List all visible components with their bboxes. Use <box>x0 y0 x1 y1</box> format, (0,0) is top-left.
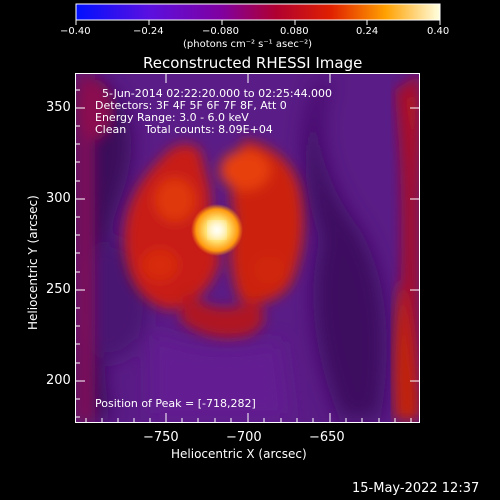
annotation-peak-position: Position of Peak = [-718,282] <box>95 397 256 410</box>
annotation-total-counts: Total counts: 8.09E+04 <box>145 123 273 136</box>
x-tick-label: −650 <box>309 430 345 445</box>
colorbar-tick: −0.40 <box>60 26 91 37</box>
y-tick-label: 250 <box>46 282 71 297</box>
colorbar-tick: 0.24 <box>356 26 379 37</box>
annotation-time-range: 5-Jun-2014 02:22:20.000 to 02:25:44.000 <box>102 87 333 100</box>
colorbar-tick: 0.080 <box>280 26 309 37</box>
colorbar-graphic <box>75 3 441 25</box>
footer-timestamp: 15-May-2022 12:37 <box>352 481 480 496</box>
colorbar-tick: −0.24 <box>133 26 164 37</box>
y-tick-label: 350 <box>46 100 71 115</box>
y-tick-label: 200 <box>46 373 71 388</box>
y-axis-title: Heliocentric Y (arcsec) <box>26 195 40 330</box>
annotation-clean: Clean <box>95 123 127 136</box>
x-tick-label: −750 <box>143 430 179 445</box>
x-tick-label: −700 <box>226 430 262 445</box>
colorbar-unit-label: (photons cm⁻² s⁻¹ asec⁻²) <box>183 39 313 50</box>
plot-title: Reconstructed RHESSI Image <box>143 54 363 72</box>
colorbar-tick: 0.40 <box>427 26 450 37</box>
annotation-detectors: Detectors: 3F 4F 5F 6F 7F 8F, Att 0 <box>95 99 287 112</box>
annotation-energy-range: Energy Range: 3.0 - 6.0 keV <box>95 111 249 124</box>
y-tick-label: 300 <box>46 191 71 206</box>
colorbar-tick: −0.080 <box>202 26 240 37</box>
x-axis-title: Heliocentric X (arcsec) <box>171 447 307 461</box>
